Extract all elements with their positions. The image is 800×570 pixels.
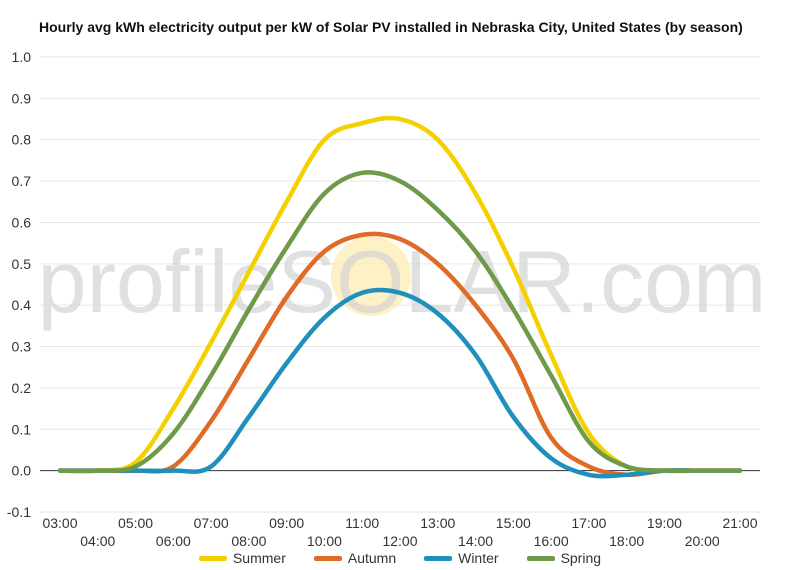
- y-tick-label: 0.0: [12, 463, 32, 479]
- x-tick-label: 18:00: [609, 533, 644, 549]
- y-tick-label: 0.1: [12, 421, 32, 437]
- x-tick-label: 14:00: [458, 533, 493, 549]
- x-tick-label: 19:00: [647, 515, 682, 531]
- legend-label: Autumn: [347, 550, 397, 566]
- y-tick-label: 1.0: [12, 49, 32, 65]
- x-tick-label: 13:00: [420, 515, 455, 531]
- x-tick-label: 08:00: [231, 533, 266, 549]
- legend-item-autumn: Autumn: [313, 550, 397, 566]
- y-tick-label: 0.9: [12, 90, 32, 106]
- y-tick-label: 0.2: [12, 380, 32, 396]
- legend-item-summer: Summer: [198, 550, 286, 566]
- x-tick-label: 12:00: [382, 533, 417, 549]
- watermark-layer: profileSOLAR.com: [38, 232, 767, 331]
- legend-label: Winter: [458, 550, 499, 566]
- x-tick-label: 21:00: [722, 515, 757, 531]
- legend-swatch: [198, 555, 227, 561]
- x-tick-label: 20:00: [685, 533, 720, 549]
- x-tick-label: 15:00: [496, 515, 531, 531]
- axis-layer: 1.0 0.9 0.8 0.7 0.6 0.5 0.4 0.3 0.2 0.1 0.0 -0.1 03:…: [7, 49, 758, 549]
- legend-swatch: [526, 555, 555, 561]
- x-tick-label: 11:00: [345, 515, 379, 531]
- x-tick-label: 05:00: [118, 515, 153, 531]
- legend-item-winter: Winter: [424, 550, 499, 566]
- series-line-spring: [57, 170, 743, 474]
- legend: Summer Autumn Winter Spring: [0, 550, 800, 566]
- series-line-winter: [57, 287, 743, 479]
- x-tick-label: 03:00: [42, 515, 77, 531]
- y-tick-label: 0.3: [12, 339, 32, 355]
- x-tick-label: 17:00: [571, 515, 606, 531]
- legend-label: Summer: [232, 550, 286, 566]
- y-tick-label: 0.6: [12, 214, 32, 230]
- y-tick-label: 0.4: [12, 297, 32, 313]
- legend-swatch: [424, 555, 453, 561]
- x-tick-label: 09:00: [269, 515, 304, 531]
- y-tick-label: 0.5: [12, 256, 32, 272]
- watermark-text: profileSOLAR.com: [38, 232, 767, 331]
- x-tick-label: 04:00: [80, 533, 115, 549]
- y-tick-label: 0.8: [12, 132, 32, 148]
- chart-title: Hourly avg kWh electricity output per kW…: [39, 19, 743, 35]
- x-tick-label: 07:00: [194, 515, 229, 531]
- legend-item-spring: Spring: [526, 550, 602, 566]
- legend-label: Spring: [560, 550, 602, 566]
- y-tick-label: -0.1: [7, 504, 31, 520]
- legend-swatch: [313, 555, 342, 561]
- series-layer: [57, 115, 743, 479]
- x-tick-label: 06:00: [156, 533, 191, 549]
- y-tick-label: 0.7: [12, 173, 32, 189]
- x-tick-label: 10:00: [307, 533, 342, 549]
- x-tick-label: 16:00: [534, 533, 569, 549]
